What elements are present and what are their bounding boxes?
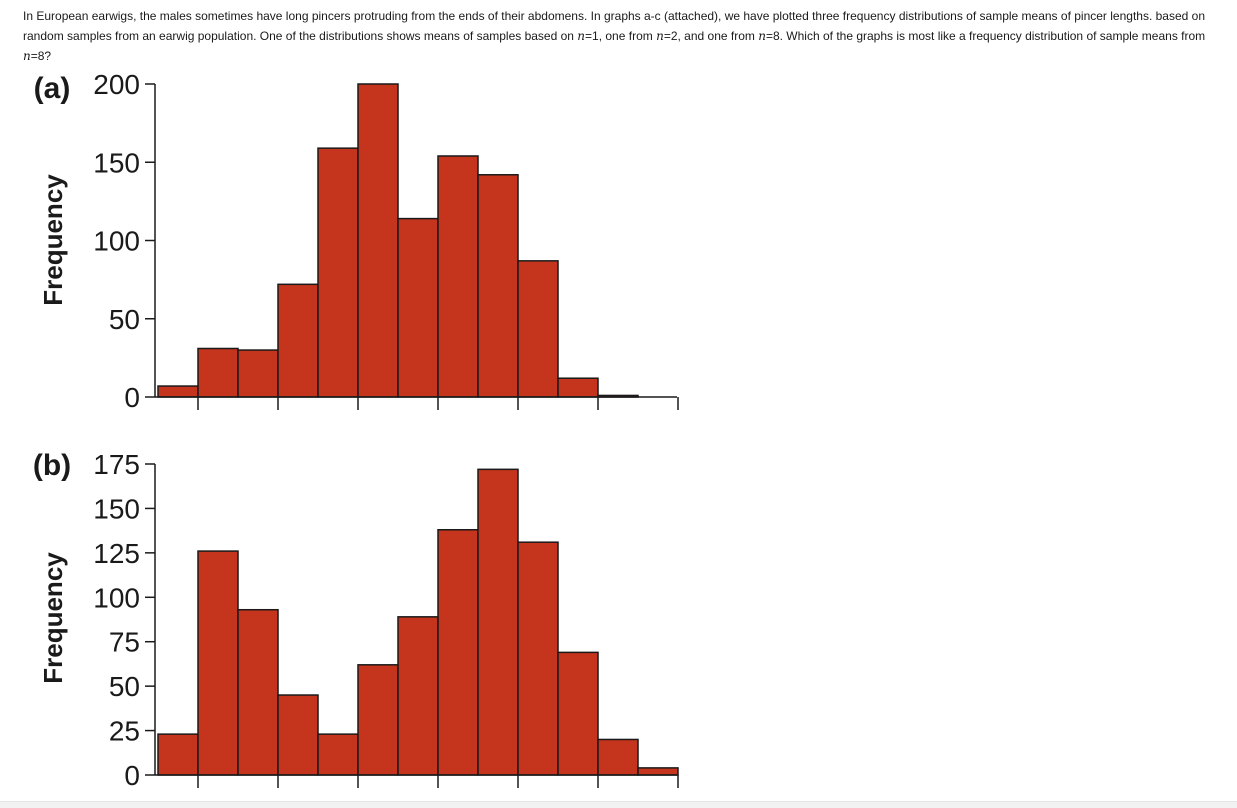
bar-b-3	[237, 608, 279, 776]
bar-a-8	[437, 155, 479, 398]
question-part-1: In European earwigs, the males sometimes…	[23, 9, 1205, 43]
y-tick-label-b-75: 75	[109, 627, 140, 658]
bar-b-5	[317, 733, 359, 776]
y-axis-label-a: Frequency	[38, 174, 68, 306]
bar-b-13	[637, 767, 679, 776]
bar-b-8	[437, 529, 479, 776]
bar-a-1	[157, 385, 199, 398]
y-tick-label-b-100: 100	[93, 582, 140, 613]
y-tick-label-a-100: 100	[93, 226, 140, 257]
y-tick-label-b-50: 50	[109, 671, 140, 702]
y-tick-label-b-175: 175	[93, 449, 140, 480]
bar-a-6	[357, 83, 399, 398]
bar-a-5	[317, 147, 359, 398]
bar-b-4	[277, 694, 319, 776]
question-part-4: =8. Which of the graphs is most like a f…	[765, 29, 1206, 43]
question-part-2: =1, one from	[585, 29, 657, 43]
y-tick-label-b-0: 0	[124, 760, 140, 791]
bar-b-6	[357, 664, 399, 776]
y-tick-label-a-50: 50	[109, 304, 140, 335]
bar-b-11	[557, 651, 599, 776]
n-symbol: n	[23, 49, 31, 63]
page-bottom-strip	[0, 801, 1237, 808]
bar-b-12	[597, 738, 639, 776]
chart-panel-a: (a) Frequency 0 50 100 150 200	[34, 69, 679, 413]
n-symbol: n	[656, 29, 664, 43]
panel-label-b: (b)	[33, 449, 71, 482]
bar-b-10	[517, 541, 559, 776]
n-symbol: n	[577, 29, 586, 43]
y-tick-label-a-0: 0	[124, 382, 140, 413]
bar-a-7	[397, 217, 439, 398]
bar-a-9	[477, 174, 519, 398]
panel-label-a: (a)	[34, 72, 71, 105]
bar-b-2	[197, 550, 239, 776]
bar-b-9	[477, 468, 519, 776]
n-symbol: n	[758, 29, 766, 43]
bar-a-2	[197, 347, 239, 398]
bar-a-3	[237, 349, 279, 398]
bar-b-1	[157, 733, 199, 776]
bar-b-7	[397, 616, 439, 776]
chart-panel-b: (b) Frequency 0 25 50 75 100 125 150 175	[33, 449, 679, 791]
y-tick-label-a-200: 200	[93, 69, 140, 100]
y-tick-label-a-150: 150	[93, 147, 140, 178]
question-text: In European earwigs, the males sometimes…	[23, 6, 1218, 66]
bar-a-11	[557, 377, 599, 398]
question-part-5: =8?	[30, 49, 52, 63]
bar-a-4	[277, 283, 319, 398]
y-tick-label-b-150: 150	[93, 493, 140, 524]
y-axis-label-b: Frequency	[38, 552, 68, 684]
y-tick-label-b-25: 25	[109, 716, 140, 747]
question-part-3: =2, and one from	[663, 29, 759, 43]
y-tick-label-b-125: 125	[93, 538, 140, 569]
bar-a-10	[517, 260, 559, 398]
